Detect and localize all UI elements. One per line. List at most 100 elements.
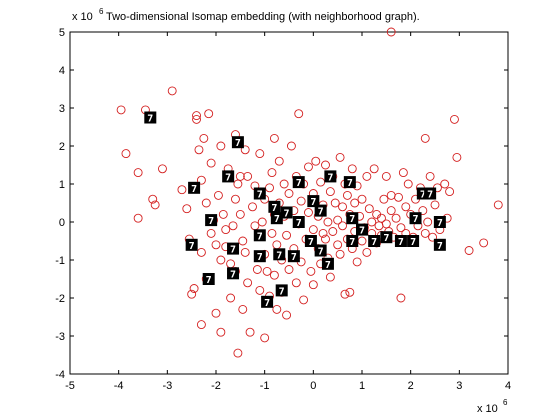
- data-point: [306, 266, 316, 276]
- digit-thumbnail: 7: [202, 273, 215, 286]
- thumbnail-digit: 7: [427, 190, 433, 201]
- data-point: [228, 221, 238, 231]
- digit-thumbnail: 7: [253, 187, 266, 201]
- data-point: [420, 133, 430, 143]
- thumbnail-digit: 7: [296, 218, 302, 229]
- data-point: [192, 111, 201, 121]
- data-point: [213, 190, 223, 200]
- digit-thumbnail: 7: [346, 212, 359, 225]
- data-point: [386, 27, 396, 37]
- data-point: [430, 200, 440, 210]
- y-tick-label: 0: [59, 217, 65, 229]
- data-point: [379, 194, 389, 204]
- digit-thumbnail: 7: [343, 176, 356, 189]
- data-point: [221, 225, 231, 235]
- thumbnail-digit: 7: [230, 269, 236, 280]
- data-point: [428, 232, 438, 242]
- data-point: [450, 114, 459, 124]
- x-axis-exponent-label: x 10 6: [477, 398, 508, 415]
- thumbnail-background: [307, 195, 320, 208]
- y-axis-ticks: -4 -3 -2 -1 0 1 2 3 4 5: [55, 27, 508, 381]
- y-exponent-power: 6: [99, 7, 104, 16]
- digit-thumbnail: 7: [407, 235, 420, 248]
- digit-thumbnail: 7: [292, 176, 305, 189]
- data-point: [440, 179, 450, 189]
- digit-thumbnail: 7: [275, 284, 288, 297]
- thumbnail-digit: 7: [296, 178, 302, 189]
- thumbnail-background: [346, 235, 359, 247]
- data-point: [396, 293, 406, 303]
- data-point: [398, 168, 408, 178]
- data-point: [235, 209, 245, 219]
- data-point: [420, 228, 430, 238]
- thumbnail-background: [321, 257, 334, 270]
- data-point: [148, 194, 158, 204]
- data-point: [338, 221, 347, 231]
- thumbnail-background: [433, 238, 446, 251]
- data-point: [321, 234, 330, 244]
- y-tick-label: 1: [59, 179, 65, 191]
- data-point: [267, 228, 277, 238]
- thumbnail-background: [185, 238, 198, 251]
- data-point: [211, 240, 221, 250]
- data-point: [216, 255, 226, 265]
- digit-thumbnail: 7: [205, 214, 218, 227]
- y-tick-label: -4: [55, 369, 65, 381]
- data-point: [262, 266, 272, 276]
- data-point: [311, 156, 321, 166]
- x-tick-label: 1: [359, 380, 365, 392]
- chart-title: Two-dimensional Isomap embedding (with n…: [106, 11, 420, 23]
- thumbnail-digit: 7: [274, 214, 280, 225]
- data-point: [216, 141, 226, 151]
- data-point: [318, 228, 328, 238]
- data-point: [493, 200, 503, 210]
- data-point: [342, 190, 352, 200]
- digit-thumbnail: 7: [253, 229, 266, 242]
- thumbnail-digit: 7: [359, 226, 365, 237]
- data-point: [216, 327, 226, 337]
- thumbnail-background: [227, 242, 240, 255]
- data-point: [187, 289, 197, 299]
- digit-thumbnail: 7: [433, 216, 446, 229]
- y-tick-label: -3: [55, 331, 65, 343]
- thumbnail-background: [253, 229, 266, 242]
- digit-thumbnail: 7: [227, 242, 240, 256]
- thumbnail-digit: 7: [189, 241, 195, 252]
- y-axis-exponent-label: x 10 6: [72, 7, 104, 23]
- thumbnail-digit: 7: [383, 233, 389, 244]
- data-point: [206, 228, 216, 238]
- thumbnail-background: [433, 216, 446, 228]
- digit-thumbnail: 7: [368, 235, 381, 248]
- x-tick-label: 3: [456, 380, 462, 392]
- digit-thumbnail: 7: [307, 195, 320, 208]
- data-point: [386, 206, 396, 216]
- data-point: [121, 149, 131, 159]
- data-point: [133, 213, 143, 223]
- data-point: [328, 227, 338, 236]
- thumbnail-digit: 7: [257, 252, 263, 263]
- thumbnail-background: [188, 181, 201, 194]
- digit-thumbnail: 7: [314, 204, 327, 218]
- thumbnail-background: [424, 187, 437, 200]
- y-tick-label: -2: [55, 293, 65, 305]
- thumbnail-digit: 7: [318, 207, 324, 218]
- data-point: [362, 171, 372, 181]
- data-point: [133, 168, 143, 178]
- thumbnail-background: [380, 231, 393, 244]
- data-point: [255, 149, 265, 159]
- data-point: [323, 217, 333, 227]
- thumbnail-digit: 7: [279, 286, 285, 297]
- x-tick-label: 2: [408, 380, 414, 392]
- data-point: [252, 265, 262, 274]
- data-point: [255, 285, 265, 295]
- data-point: [335, 152, 345, 162]
- data-point: [196, 320, 206, 330]
- data-point: [189, 284, 199, 293]
- data-point: [192, 114, 201, 124]
- thumbnail-background: [287, 250, 300, 263]
- data-point: [279, 179, 289, 189]
- thumbnail-background: [261, 295, 274, 308]
- data-point: [464, 246, 474, 255]
